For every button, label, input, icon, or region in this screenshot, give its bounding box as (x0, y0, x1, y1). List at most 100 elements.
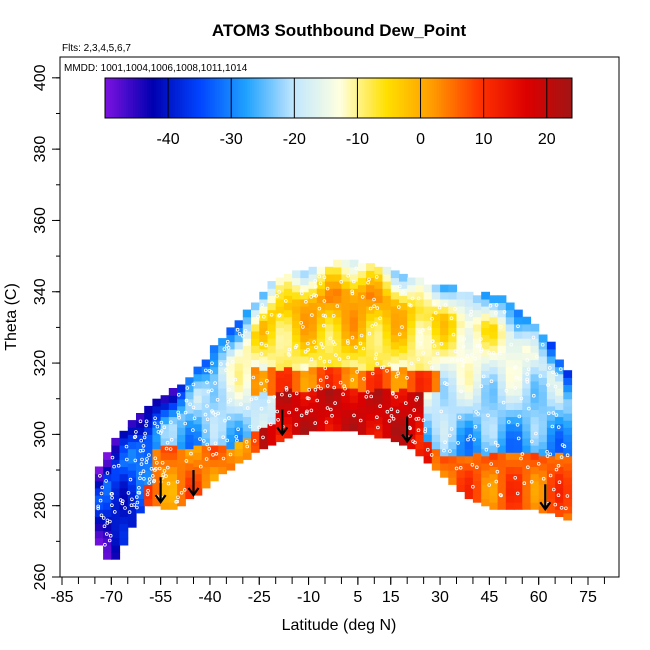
observation-point (526, 367, 531, 372)
heatmap-cell (168, 452, 178, 460)
heatmap-cell (538, 370, 548, 378)
observation-point (146, 488, 150, 493)
heatmap-cell (423, 420, 433, 428)
colorbar-segment (452, 78, 456, 118)
colorbar-segment (203, 78, 206, 118)
heatmap-cell (209, 416, 219, 425)
heatmap-cell (168, 487, 178, 496)
observation-point (135, 500, 140, 505)
heatmap-cell (127, 427, 137, 435)
heatmap-cell (136, 434, 145, 443)
heatmap-cell (546, 405, 556, 414)
observation-point (137, 485, 141, 490)
colorbar-segment (541, 78, 545, 118)
colorbar-segment (282, 78, 286, 118)
observation-point (323, 366, 328, 371)
heatmap-cell (242, 452, 252, 460)
heatmap-cell (522, 338, 532, 346)
heatmap-cell (481, 477, 490, 485)
observation-point (486, 413, 490, 418)
heatmap-cell (94, 487, 104, 496)
heatmap-cell (497, 487, 507, 496)
heatmap-cell (234, 370, 244, 378)
heatmap-cell (497, 359, 507, 368)
heatmap-cell (160, 480, 170, 489)
heatmap-cell (431, 363, 441, 371)
heatmap-cell (177, 484, 186, 492)
heatmap-cell (505, 495, 515, 503)
heatmap-cell (407, 313, 416, 321)
heatmap-cell (464, 384, 474, 393)
heatmap-cell (374, 380, 384, 389)
heatmap-cell (168, 395, 178, 403)
heatmap-cell (325, 423, 334, 432)
heatmap-cell (341, 259, 351, 268)
heatmap-cell (366, 334, 375, 343)
heatmap-cell (111, 544, 121, 553)
heatmap-cell (316, 395, 326, 403)
colorbar-segment (371, 78, 375, 118)
colorbar-segment (312, 78, 316, 118)
observation-point (429, 365, 434, 370)
heatmap-cell (472, 388, 482, 396)
heatmap-cells (94, 259, 573, 560)
heatmap-cell (555, 487, 564, 496)
heatmap-cell (333, 259, 342, 268)
observation-point (556, 463, 561, 468)
colorbar-segment (245, 78, 248, 118)
observation-point (504, 388, 509, 393)
observation-point (546, 383, 550, 387)
heatmap-cell (448, 405, 458, 414)
heatmap-cell (111, 530, 121, 539)
heatmap-cell (546, 498, 556, 507)
heatmap-cell (259, 420, 269, 428)
heatmap-cell (177, 398, 186, 407)
heatmap-cell (218, 437, 227, 446)
heatmap-cell (374, 423, 384, 432)
observation-point (449, 316, 454, 321)
observation-point (529, 479, 534, 484)
heatmap-cell (185, 462, 195, 471)
heatmap-cell (201, 437, 211, 446)
colorbar-segment (511, 78, 515, 118)
observation-point (317, 306, 322, 311)
heatmap-cell (144, 470, 153, 478)
colorbar-segment (198, 78, 202, 118)
heatmap-cell (234, 363, 244, 371)
heatmap-cell (464, 420, 474, 428)
observation-point (519, 456, 523, 461)
heatmap-cell (472, 459, 482, 467)
heatmap-cell (267, 338, 277, 346)
heatmap-cell (325, 331, 334, 339)
heatmap-cell (218, 352, 227, 361)
observation-point (459, 357, 464, 362)
heatmap-cell (341, 380, 351, 389)
heatmap-cell (407, 306, 416, 314)
heatmap-cell (193, 452, 203, 460)
colorbar-segment (123, 78, 127, 118)
observation-point (430, 316, 434, 321)
heatmap-cell (522, 352, 532, 361)
heatmap-cell (407, 384, 416, 393)
heatmap-cell (160, 502, 170, 510)
observation-point (235, 438, 239, 443)
heatmap-cell (431, 427, 441, 435)
heatmap-cell (382, 359, 392, 368)
x-axis-label: Latitude (deg N) (282, 617, 397, 634)
heatmap-cell (283, 331, 293, 339)
heatmap-cell (415, 313, 425, 321)
heatmap-cell (472, 445, 482, 453)
heatmap-cell (456, 455, 466, 464)
observation-point (272, 395, 277, 399)
heatmap-cell (399, 309, 408, 318)
observation-point (562, 444, 567, 449)
observation-point (120, 499, 125, 504)
heatmap-cell (292, 391, 301, 400)
heatmap-cell (226, 413, 236, 421)
heatmap-cell (185, 377, 195, 385)
observation-point (275, 294, 279, 298)
observation-point (159, 420, 164, 425)
observation-point (151, 474, 155, 478)
heatmap-cell (168, 459, 178, 467)
heatmap-cell (464, 441, 474, 450)
